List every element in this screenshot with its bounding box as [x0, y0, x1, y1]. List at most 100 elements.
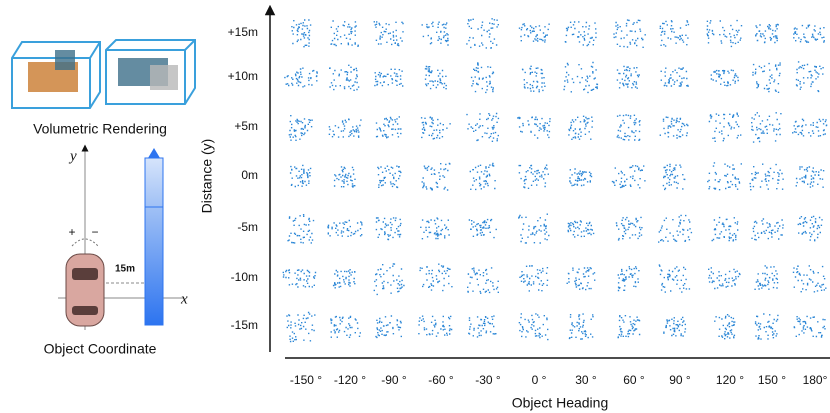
point-clouds: [282, 18, 828, 343]
point-cloud: [373, 21, 404, 47]
point-cloud: [327, 219, 363, 237]
render-box-left: [11, 41, 101, 109]
point-cloud: [616, 114, 641, 141]
point-cloud: [517, 116, 551, 139]
point-cloud: [287, 214, 315, 244]
x-label: -150 °: [290, 373, 322, 387]
point-cloud: [569, 168, 593, 187]
point-cloud: [755, 23, 779, 44]
point-cloud: [708, 267, 741, 290]
point-cloud: [708, 112, 742, 142]
x-label: -90 °: [381, 373, 407, 387]
point-cloud: [373, 263, 405, 296]
point-cloud: [377, 165, 402, 189]
render-label: Volumetric Rendering: [33, 121, 167, 137]
point-cloud: [521, 65, 546, 93]
point-cloud: [291, 19, 312, 48]
point-cloud: [424, 65, 447, 90]
point-cloud: [751, 218, 784, 241]
x-label: -120 °: [334, 373, 366, 387]
point-cloud: [754, 313, 779, 340]
point-cloud: [795, 166, 825, 188]
point-cloud: [792, 265, 827, 293]
point-cloud: [421, 162, 451, 191]
point-cloud: [518, 164, 549, 189]
bar-arrow: [148, 148, 160, 158]
car-window: [72, 268, 98, 280]
point-cloud: [518, 23, 550, 43]
point-cloud: [754, 265, 779, 290]
point-cloud: [518, 313, 549, 341]
coord-label: Object Coordinate: [44, 341, 157, 357]
point-cloud: [284, 67, 318, 88]
point-cloud: [374, 68, 404, 87]
y-label: -15m: [231, 318, 258, 332]
x-label: 0 °: [532, 373, 547, 387]
point-cloud: [466, 18, 499, 49]
distance-label: 15m: [115, 264, 135, 275]
point-cloud: [711, 216, 739, 242]
point-cloud: [615, 216, 643, 241]
x-label: 150 °: [758, 373, 786, 387]
point-cloud: [566, 267, 596, 291]
point-cloud: [375, 116, 402, 139]
y-label: +5m: [234, 119, 258, 133]
minus-label: −: [91, 225, 98, 239]
y-label: +10m: [228, 69, 258, 83]
x-label: 30 °: [575, 373, 597, 387]
point-cloud: [328, 118, 362, 138]
car-window: [72, 306, 98, 315]
point-cloud: [329, 64, 360, 91]
point-cloud: [659, 20, 690, 47]
point-cloud: [286, 311, 316, 343]
x-label: 60 °: [623, 373, 645, 387]
point-cloud: [420, 116, 451, 140]
point-cloud: [518, 213, 550, 244]
point-cloud: [662, 163, 686, 191]
point-cloud: [419, 263, 453, 292]
point-cloud: [288, 115, 313, 141]
point-cloud: [420, 217, 450, 240]
point-cloud: [617, 266, 640, 292]
point-cloud: [658, 264, 691, 293]
point-cloud: [330, 20, 359, 47]
render-box-right: [105, 39, 196, 105]
point-cloud: [564, 21, 597, 47]
point-cloud: [469, 162, 496, 191]
point-cloud: [468, 218, 497, 239]
point-cloud: [793, 24, 825, 43]
point-cloud: [289, 164, 312, 188]
x-label: 180°: [803, 373, 828, 387]
point-cloud: [421, 21, 449, 46]
x-title: Object Heading: [512, 395, 609, 411]
point-cloud: [797, 215, 823, 242]
point-cloud: [792, 118, 828, 137]
point-cloud: [282, 269, 317, 288]
y-label: +15m: [228, 25, 258, 39]
y-label: -5m: [237, 220, 258, 234]
x-axis-label: x: [180, 291, 188, 307]
point-cloud: [751, 112, 782, 143]
point-cloud: [749, 163, 784, 191]
x-label: 90 °: [669, 373, 691, 387]
point-cloud: [466, 112, 500, 142]
point-cloud: [468, 315, 497, 338]
point-cloud: [611, 165, 646, 189]
point-cloud: [706, 19, 743, 48]
point-cloud: [795, 61, 824, 93]
point-cloud: [519, 265, 549, 292]
point-cloud: [613, 19, 646, 48]
point-cloud: [617, 315, 641, 339]
point-cloud: [375, 315, 402, 339]
point-cloud: [375, 217, 402, 241]
point-cloud: [660, 67, 689, 87]
y-axis-label: y: [68, 148, 77, 164]
plus-label: +: [68, 225, 75, 239]
point-cloud: [658, 214, 693, 243]
point-cloud: [616, 65, 640, 89]
point-cloud: [470, 62, 495, 94]
point-cloud: [567, 220, 595, 238]
x-label: -30 °: [475, 373, 501, 387]
x-label: 120 °: [716, 373, 744, 387]
